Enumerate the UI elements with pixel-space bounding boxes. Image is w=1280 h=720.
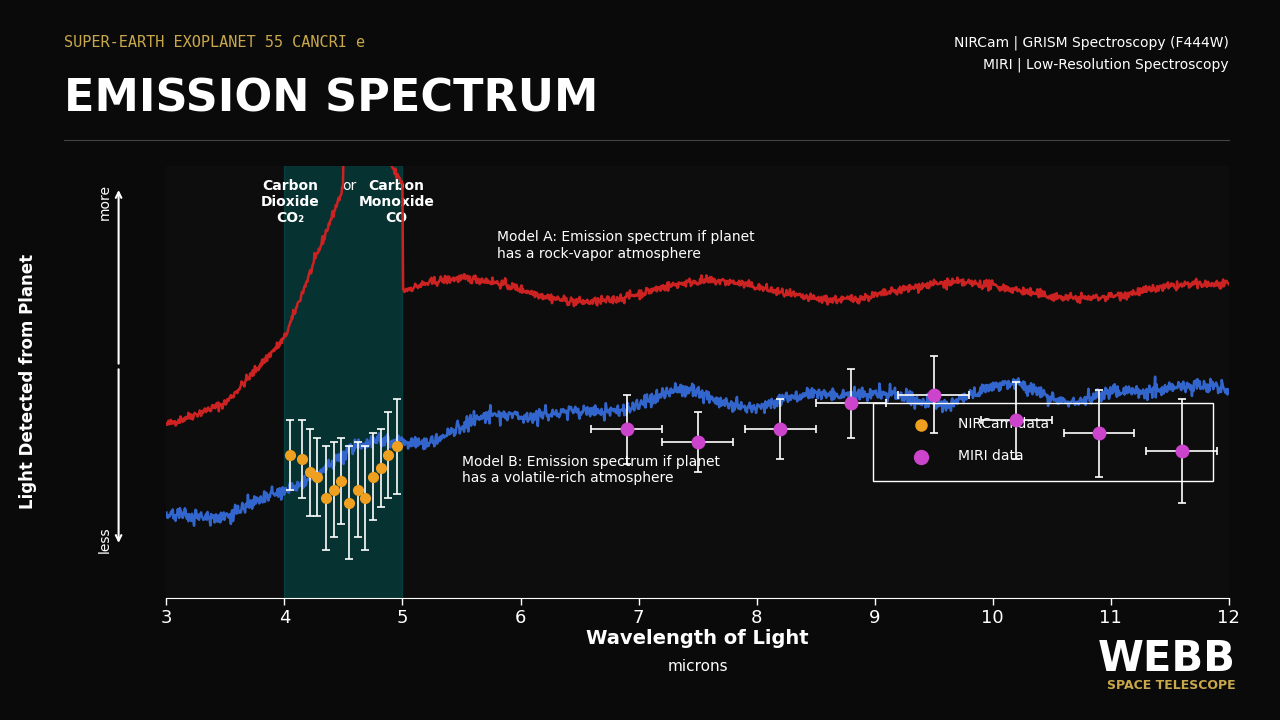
Text: NIRCam | GRISM Spectroscopy (F444W): NIRCam | GRISM Spectroscopy (F444W) <box>954 36 1229 50</box>
Text: SPACE TELESCOPE: SPACE TELESCOPE <box>1107 679 1235 692</box>
Text: or: or <box>342 179 357 192</box>
Text: SUPER-EARTH EXOPLANET 55 CANCRI e: SUPER-EARTH EXOPLANET 55 CANCRI e <box>64 35 365 50</box>
Text: Model A: Emission spectrum if planet
has a rock-vapor atmosphere: Model A: Emission spectrum if planet has… <box>497 230 754 261</box>
Text: Light Detected from Planet: Light Detected from Planet <box>19 254 37 509</box>
Bar <box>284 0 402 662</box>
Text: more: more <box>99 184 111 220</box>
Text: WEBB: WEBB <box>1097 638 1235 680</box>
Text: EMISSION SPECTRUM: EMISSION SPECTRUM <box>64 78 598 120</box>
Text: Model B: Emission spectrum if planet
has a volatile-rich atmosphere: Model B: Emission spectrum if planet has… <box>462 455 719 485</box>
Text: microns: microns <box>667 659 728 674</box>
Text: Carbon
Dioxide
CO₂: Carbon Dioxide CO₂ <box>261 179 320 225</box>
Text: NIRCam data: NIRCam data <box>957 416 1050 431</box>
Text: MIRI | Low-Resolution Spectroscopy: MIRI | Low-Resolution Spectroscopy <box>983 58 1229 72</box>
Text: MIRI data: MIRI data <box>957 449 1024 463</box>
Text: Carbon
Monoxide
CO: Carbon Monoxide CO <box>358 179 434 225</box>
Text: Wavelength of Light: Wavelength of Light <box>586 629 809 649</box>
Text: less: less <box>99 527 111 553</box>
